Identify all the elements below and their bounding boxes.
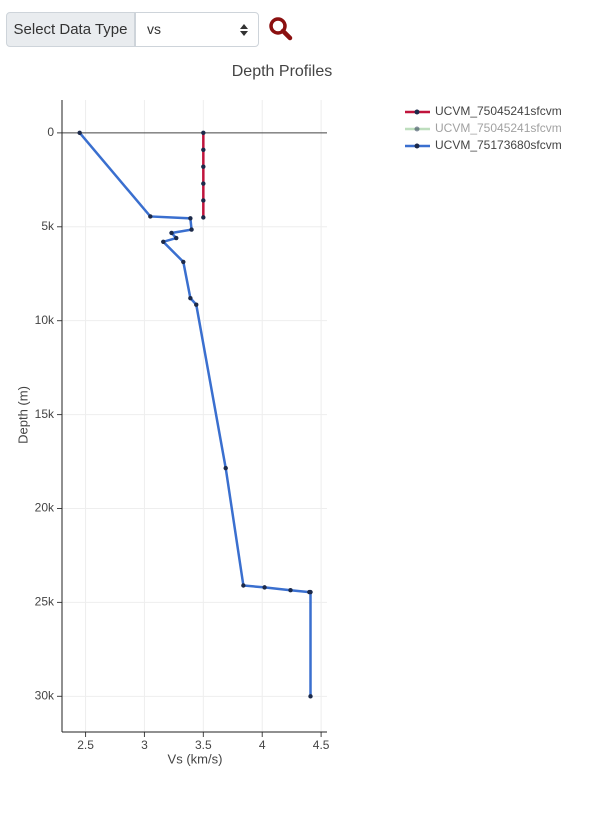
x-tick-label: 3	[141, 738, 148, 752]
x-axis-title: Vs (km/s)	[168, 751, 223, 766]
y-tick-label: 30k	[35, 688, 55, 702]
point	[241, 583, 246, 588]
point	[201, 130, 206, 136]
x-tick-label: 4	[259, 738, 266, 752]
point	[188, 216, 193, 221]
select-arrow	[240, 24, 248, 36]
x-tick-label: 3.5	[195, 738, 212, 752]
point	[223, 465, 228, 471]
y-tick-label: 5k	[41, 219, 55, 233]
legend-marker	[414, 126, 420, 132]
point	[148, 214, 153, 219]
legend-label[interactable]: UCVM_75173680sfcvm	[435, 138, 562, 152]
point	[161, 239, 166, 245]
point	[262, 585, 267, 590]
chart-title: Depth Profiles	[232, 63, 333, 80]
point	[308, 694, 313, 699]
y-axis-title: Depth (m)	[15, 386, 30, 444]
point	[181, 259, 186, 265]
point	[201, 164, 206, 169]
point	[169, 230, 174, 236]
point	[201, 198, 206, 203]
point	[77, 130, 82, 136]
select[interactable]: vs	[135, 12, 259, 47]
legend-label[interactable]: UCVM_75045241sfcvm	[435, 104, 562, 118]
point	[188, 295, 193, 301]
y-tick-label: 0	[47, 125, 54, 139]
point	[189, 227, 194, 232]
select-label[interactable]: Select Data Type	[6, 12, 135, 47]
search-icon[interactable]	[268, 16, 294, 42]
legend-marker	[414, 109, 420, 115]
point	[308, 589, 313, 595]
legend-label[interactable]: UCVM_75045241sfcvm	[435, 121, 562, 135]
x-tick-label: 2.5	[77, 738, 94, 752]
select-value: vs	[147, 21, 161, 37]
point	[201, 181, 206, 186]
y-tick-label: 15k	[35, 407, 55, 421]
y-tick-label: 10k	[35, 313, 55, 327]
point	[174, 235, 179, 241]
legend-marker	[414, 143, 420, 149]
y-tick-label: 25k	[35, 595, 55, 609]
chart: Depth Profiles Vs (km/s) Depth (m) 2.5 3 3…	[15, 63, 562, 766]
point	[288, 587, 293, 593]
point	[201, 215, 206, 220]
point	[201, 147, 206, 152]
x-tick-label: 4.5	[313, 738, 330, 752]
y-tick-label: 20k	[35, 501, 55, 515]
point	[194, 302, 199, 307]
